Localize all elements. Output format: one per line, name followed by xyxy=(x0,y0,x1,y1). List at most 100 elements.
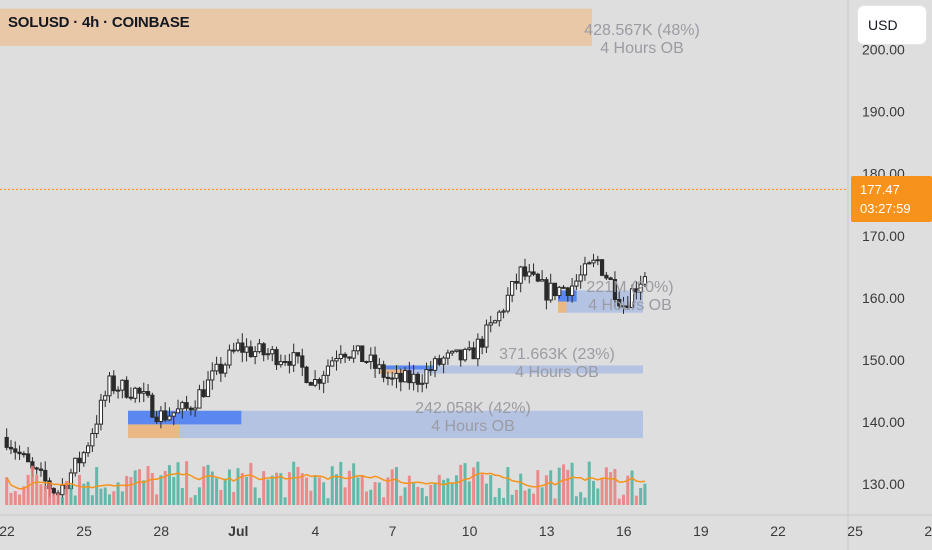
volume-bar xyxy=(382,497,386,505)
volume-bar xyxy=(510,494,514,505)
candle-body xyxy=(617,298,622,307)
volume-bar xyxy=(163,471,167,505)
x-tick-label: 10 xyxy=(462,523,478,539)
ob-type-label: 4 Hours OB xyxy=(431,418,515,435)
candle-body xyxy=(223,364,228,374)
candle-body xyxy=(90,433,95,447)
volume-bar xyxy=(412,482,416,505)
volume-bar xyxy=(99,488,103,505)
volume-bar xyxy=(403,487,407,505)
volume-bar xyxy=(617,498,621,505)
volume-bar xyxy=(5,477,9,505)
ob-volume-label: 428.567K (48%) xyxy=(584,22,700,39)
candle-body xyxy=(561,286,566,289)
candle-body xyxy=(360,345,365,362)
ob-volume-label: 242.058K (42%) xyxy=(415,400,531,417)
candle-body xyxy=(407,370,412,384)
volume-bar xyxy=(634,495,638,505)
volume-bar xyxy=(13,491,17,505)
x-tick-label: 16 xyxy=(616,523,632,539)
volume-bar xyxy=(540,487,544,505)
candle-body xyxy=(394,372,399,379)
candle-body xyxy=(368,354,373,363)
y-tick-label: 200.00 xyxy=(862,42,905,58)
candle-body xyxy=(544,279,549,301)
volume-bar xyxy=(167,465,171,505)
volume-bar xyxy=(562,464,566,505)
volume-bar xyxy=(262,471,266,505)
x-tick-label: 22 xyxy=(770,523,786,539)
candle-body xyxy=(120,379,125,391)
volume-bar xyxy=(472,467,476,505)
volume-bar xyxy=(133,470,137,505)
candle-body xyxy=(73,457,78,474)
candle-body xyxy=(107,375,112,397)
volume-bar xyxy=(626,475,630,505)
currency-button[interactable]: USD xyxy=(858,6,926,44)
candle-body xyxy=(612,279,618,300)
candle-body xyxy=(480,338,485,348)
order-block-core xyxy=(128,410,242,425)
candle-body xyxy=(342,353,348,358)
candle-body xyxy=(385,376,391,379)
volume-bar xyxy=(43,485,47,505)
order-block-label: 221M (20%) 4 Hours OB xyxy=(510,279,750,315)
candle-body xyxy=(235,342,241,351)
volume-bar xyxy=(484,483,488,505)
candle-body xyxy=(492,320,498,324)
volume-bar xyxy=(459,464,463,505)
candle-body xyxy=(535,273,540,282)
candle-body xyxy=(214,363,219,372)
volume-bar xyxy=(245,476,249,505)
candle-body xyxy=(398,372,403,383)
candle-body xyxy=(180,402,185,410)
candle-body xyxy=(390,377,395,380)
volume-bar xyxy=(347,470,351,505)
volume-bar xyxy=(35,474,39,505)
candle-body xyxy=(244,346,249,353)
volume-bar xyxy=(424,496,428,505)
price-axis-panel[interactable] xyxy=(848,0,932,550)
volume-bar xyxy=(155,494,159,505)
x-tick-label: 7 xyxy=(389,523,397,539)
candle-body xyxy=(372,354,378,369)
volume-bar xyxy=(146,466,150,505)
last-price: 177.47 xyxy=(860,182,900,197)
candle-body xyxy=(415,373,420,385)
volume-bar xyxy=(223,478,227,505)
volume-bar xyxy=(287,472,291,505)
volume-bar xyxy=(305,477,309,505)
volume-bar xyxy=(137,469,141,505)
candle-body xyxy=(527,271,532,277)
volume-bar xyxy=(257,497,261,505)
volume-bar xyxy=(266,479,270,505)
volume-bar xyxy=(206,464,210,505)
volume-bar xyxy=(65,480,69,505)
candle-body xyxy=(188,407,193,411)
volume-bar xyxy=(506,467,510,505)
volume-bar xyxy=(643,483,647,505)
candle-body xyxy=(595,259,600,262)
candle-body xyxy=(26,453,31,463)
volume-bar xyxy=(532,493,536,505)
ob-type-label: 4 Hours OB xyxy=(515,364,599,381)
candle-body xyxy=(445,352,450,359)
volume-bar xyxy=(609,472,613,505)
candle-body xyxy=(334,358,339,362)
volume-bar xyxy=(176,462,180,505)
volume-bar xyxy=(613,468,617,505)
candle-body xyxy=(278,361,283,366)
candle-body xyxy=(462,348,468,361)
volume-bar xyxy=(365,491,368,505)
candle-body xyxy=(587,262,592,265)
volume-bar xyxy=(103,487,107,505)
volume-bar xyxy=(112,491,116,505)
candle-body xyxy=(77,457,82,464)
candle-body xyxy=(625,305,630,309)
volume-bar xyxy=(210,471,214,505)
candle-body xyxy=(604,274,609,279)
candle-body xyxy=(634,288,639,293)
candle-body xyxy=(240,342,245,353)
